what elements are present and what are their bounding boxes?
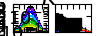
Point <box>73 24 75 25</box>
Point <box>63 25 65 26</box>
Text: $K^+$: $K^+$ <box>41 0 73 10</box>
Point <box>58 23 60 24</box>
Point <box>60 24 62 25</box>
Point <box>55 20 56 21</box>
